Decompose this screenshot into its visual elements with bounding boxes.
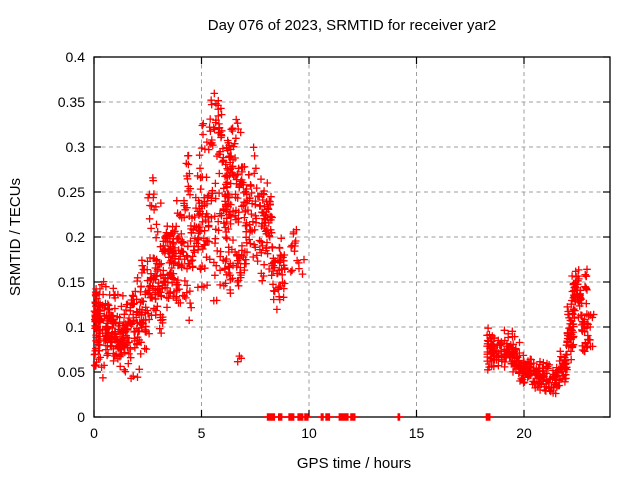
y-tick-label: 0 (77, 409, 85, 425)
y-tick-label: 0.4 (66, 49, 86, 65)
x-tick-label: 15 (409, 425, 425, 441)
y-tick-label: 0.3 (66, 139, 86, 155)
x-tick-label: 10 (301, 425, 317, 441)
x-tick-label: 0 (90, 425, 98, 441)
data-points (90, 89, 598, 398)
x-axis-label: GPS time / hours (297, 455, 411, 472)
chart-title: Day 076 of 2023, SRMTID for receiver yar… (208, 17, 496, 34)
y-tick-label: 0.25 (58, 184, 85, 200)
y-tick-label: 0.15 (58, 274, 85, 290)
y-tick-label: 0.1 (66, 319, 86, 335)
tick-labels-layer: 0 5 10 15 20 0 0.05 0.1 0.15 0.2 0.25 0.3 0.35 0.4 (58, 49, 532, 441)
x-tick-label: 5 (198, 425, 206, 441)
y-tick-label: 0.2 (66, 229, 86, 245)
y-tick-label: 0.05 (58, 364, 85, 380)
y-axis-label: SRMTID / TECUs (7, 178, 24, 296)
zero-value-data-points (263, 413, 494, 421)
grid-layer (94, 56, 610, 417)
y-tick-label: 0.35 (58, 94, 85, 110)
x-tick-label: 20 (516, 425, 532, 441)
